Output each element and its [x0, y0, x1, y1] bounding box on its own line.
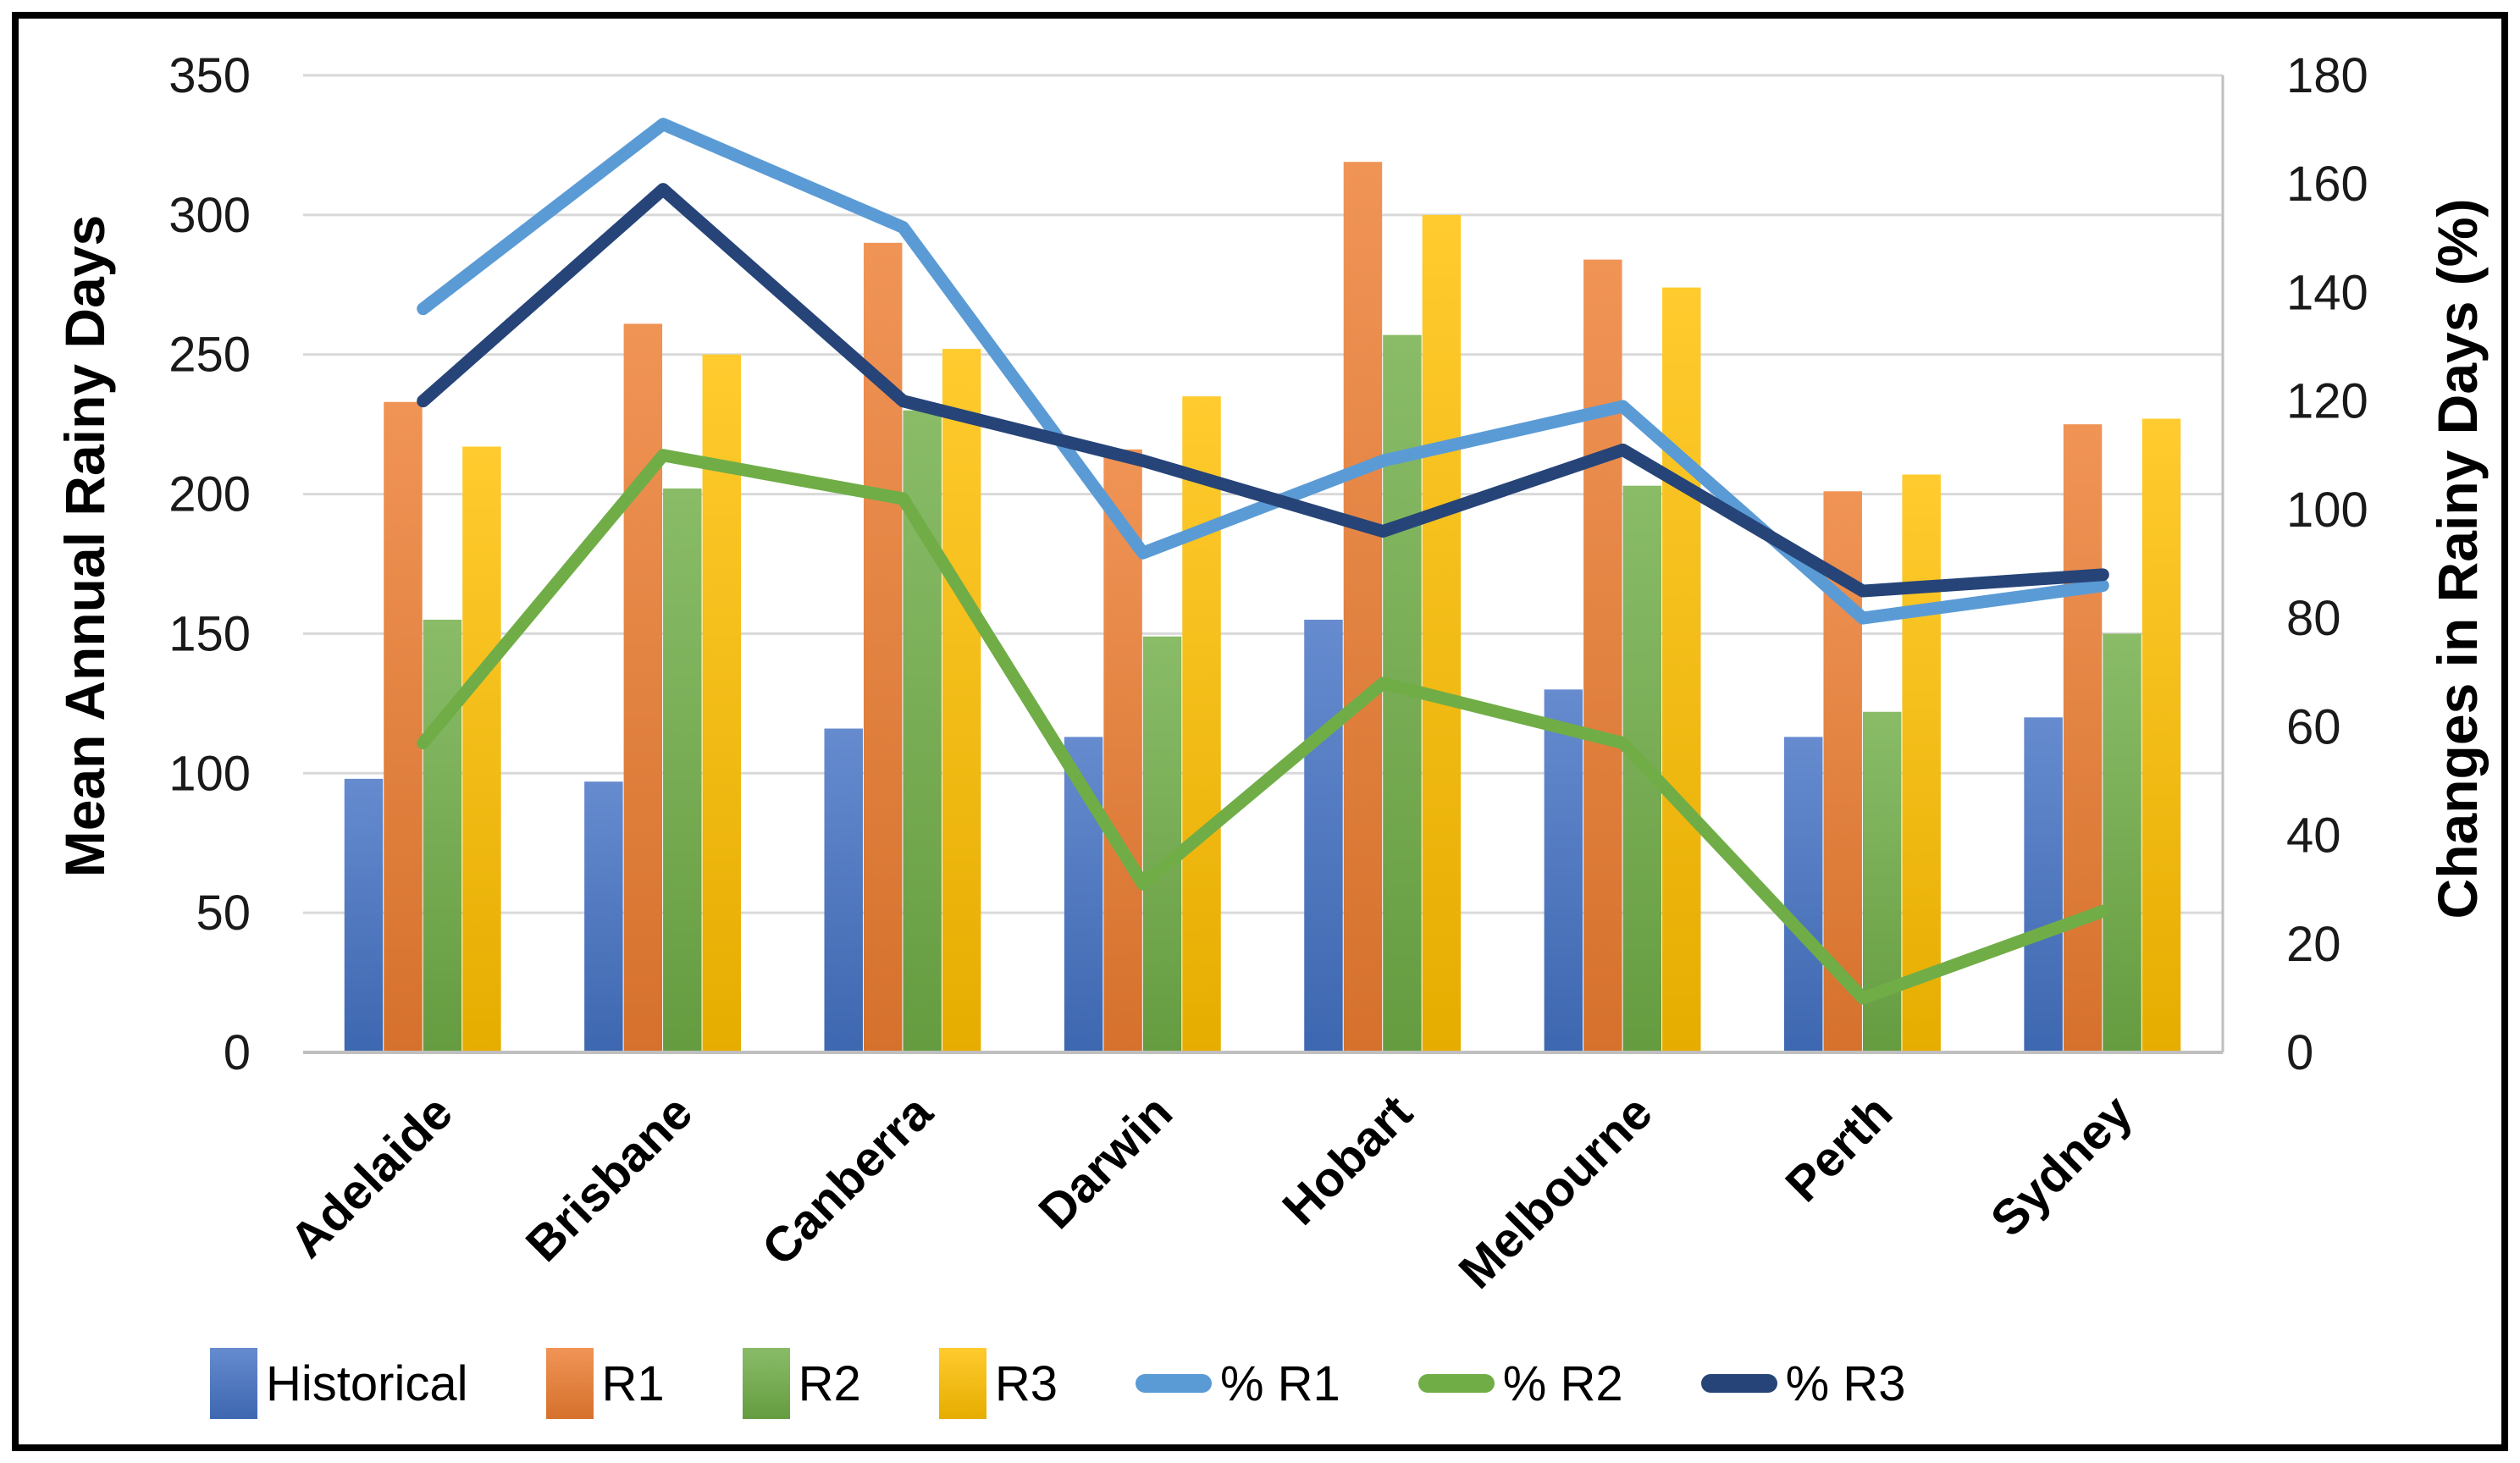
left-tick-label: 300	[169, 188, 251, 243]
category-label-canberra: Canberra	[752, 1085, 944, 1277]
category-label-perth: Perth	[1775, 1085, 1903, 1212]
legend-item-historical: Historical	[210, 1348, 468, 1419]
category-label-adelaide: Adelaide	[279, 1085, 463, 1268]
left-tick-label: 250	[169, 328, 251, 383]
right-tick-label: 100	[2286, 483, 2368, 538]
bar-historical-canberra	[824, 728, 863, 1052]
legend-label: % R2	[1502, 1355, 1623, 1411]
right-tick-label: 60	[2286, 699, 2341, 754]
legend-item-r3: % R3	[1700, 1355, 1906, 1412]
bar-r3-hobart	[1422, 214, 1462, 1052]
legend-bar-swatch-r2	[742, 1348, 790, 1419]
bar-r3-canberra	[942, 349, 981, 1052]
bar-r3-melbourne	[1662, 287, 1701, 1052]
legend-line-swatch-r3	[1700, 1374, 1777, 1393]
bar-r3-perth	[1902, 474, 1941, 1052]
legend-label: R2	[798, 1355, 861, 1411]
right-tick-label: 20	[2286, 917, 2341, 972]
right-axis-title: Changes in Rainy Days (%)	[2426, 198, 2489, 919]
left-tick-label: 350	[169, 48, 251, 103]
line-r3	[417, 183, 2109, 598]
category-label-melbourne: Melbourne	[1448, 1085, 1662, 1299]
bar-r2-sydney	[2103, 633, 2141, 1052]
legend-label: % R3	[1785, 1355, 1906, 1411]
bar-r1-melbourne	[1583, 259, 1622, 1052]
chart-border	[12, 12, 2508, 1451]
legend-label: Historical	[266, 1355, 468, 1411]
legend-item-r2: R2	[742, 1348, 861, 1419]
legend-label: R1	[601, 1355, 665, 1411]
bar-r2-brisbane	[663, 488, 702, 1052]
bar-r2-adelaide	[423, 619, 462, 1052]
bar-r3-darwin	[1182, 396, 1221, 1053]
left-tick-label: 200	[169, 467, 251, 522]
right-tick-label: 180	[2286, 48, 2368, 103]
legend: Historical R1 R2 R3 % R1 % R2 % R3	[210, 1348, 1905, 1419]
bar-r3-sydney	[2141, 418, 2181, 1052]
left-axis-title: Mean Annual Rainy Days	[53, 214, 116, 878]
right-tick-label: 80	[2286, 591, 2341, 646]
right-tick-label: 40	[2286, 809, 2341, 864]
right-tick-label: 140	[2286, 265, 2368, 320]
bar-historical-sydney	[2024, 717, 2063, 1052]
bar-r1-adelaide	[384, 401, 423, 1052]
category-label-sydney: Sydney	[1981, 1085, 2143, 1247]
legend-item-r1: R1	[545, 1348, 665, 1419]
legend-line-swatch-r2	[1418, 1374, 1495, 1393]
legend-line-swatch-r1	[1135, 1374, 1212, 1393]
left-tick-label: 0	[224, 1025, 251, 1080]
line-r1	[417, 118, 2109, 625]
legend-item-r2: % R2	[1418, 1355, 1623, 1412]
legend-bar-swatch-historical	[210, 1348, 257, 1419]
right-tick-label: 160	[2286, 157, 2368, 212]
bar-historical-adelaide	[344, 778, 384, 1052]
legend-item-r1: % R1	[1135, 1355, 1340, 1412]
bar-r1-brisbane	[623, 323, 663, 1053]
bar-r1-sydney	[2063, 424, 2103, 1053]
legend-bar-swatch-r1	[545, 1348, 594, 1419]
bar-historical-hobart	[1304, 619, 1343, 1052]
left-tick-label: 50	[196, 886, 251, 941]
category-label-brisbane: Brisbane	[516, 1085, 703, 1272]
left-tick-label: 100	[169, 746, 251, 801]
legend-bar-swatch-r3	[938, 1348, 986, 1419]
category-label-darwin: Darwin	[1028, 1085, 1183, 1239]
bar-historical-brisbane	[584, 781, 623, 1052]
category-label-hobart: Hobart	[1272, 1085, 1423, 1235]
bar-r3-adelaide	[462, 446, 501, 1052]
bar-r1-hobart	[1343, 162, 1383, 1052]
right-tick-label: 0	[2286, 1025, 2313, 1080]
legend-label: R3	[994, 1355, 1058, 1411]
bar-historical-melbourne	[1544, 689, 1583, 1052]
legend-label: % R1	[1219, 1355, 1340, 1411]
bar-historical-perth	[1783, 737, 1823, 1052]
right-tick-label: 120	[2286, 374, 2368, 429]
line-r2	[417, 449, 2109, 1005]
bar-r2-darwin	[1142, 636, 1182, 1052]
legend-item-r3: R3	[938, 1348, 1058, 1419]
left-tick-label: 150	[169, 606, 251, 661]
